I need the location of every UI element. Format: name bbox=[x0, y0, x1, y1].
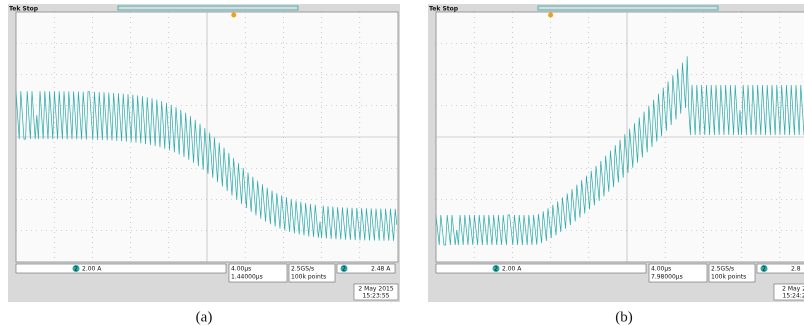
record-length: 100k points bbox=[291, 274, 326, 281]
channel-scale: 2.00 A bbox=[82, 266, 102, 273]
header: Tek Stop bbox=[9, 6, 39, 13]
caption: (b) bbox=[615, 309, 633, 325]
channel-number: 2 bbox=[74, 266, 78, 273]
date: 2 May 20 bbox=[782, 286, 804, 293]
time: 15:24:24 bbox=[783, 293, 804, 300]
sample-rate: 2.5GS/s bbox=[711, 266, 734, 273]
channel-box bbox=[436, 264, 646, 273]
trigger-position: 7.98000µs bbox=[651, 274, 683, 281]
trigger-position: 1.44000µs bbox=[231, 274, 263, 281]
sample-rate: 2.5GS/s bbox=[291, 266, 314, 273]
channel-box bbox=[16, 264, 226, 273]
trigger-marker bbox=[231, 13, 236, 18]
trigger-channel: 2 bbox=[342, 266, 346, 273]
header: Tek Stop bbox=[429, 6, 459, 13]
date: 2 May 2015 bbox=[358, 286, 393, 293]
caption: (a) bbox=[196, 309, 213, 325]
trigger-marker bbox=[548, 13, 553, 18]
channel-number: 2 bbox=[494, 266, 498, 273]
trigger-level: 2.8 bbox=[791, 266, 801, 273]
time: 15:23:55 bbox=[363, 293, 390, 300]
channel-scale: 2.00 A bbox=[502, 266, 522, 273]
figure: Tek Stop22.00 A4.00µs1.44000µs2.5GS/s100… bbox=[0, 0, 804, 326]
timebase: 4.00µs bbox=[651, 266, 671, 273]
trigger-level: 2.48 A bbox=[371, 266, 391, 273]
record-length: 100k points bbox=[711, 274, 746, 281]
timebase: 4.00µs bbox=[231, 266, 251, 273]
trigger-channel: 2 bbox=[762, 266, 766, 273]
